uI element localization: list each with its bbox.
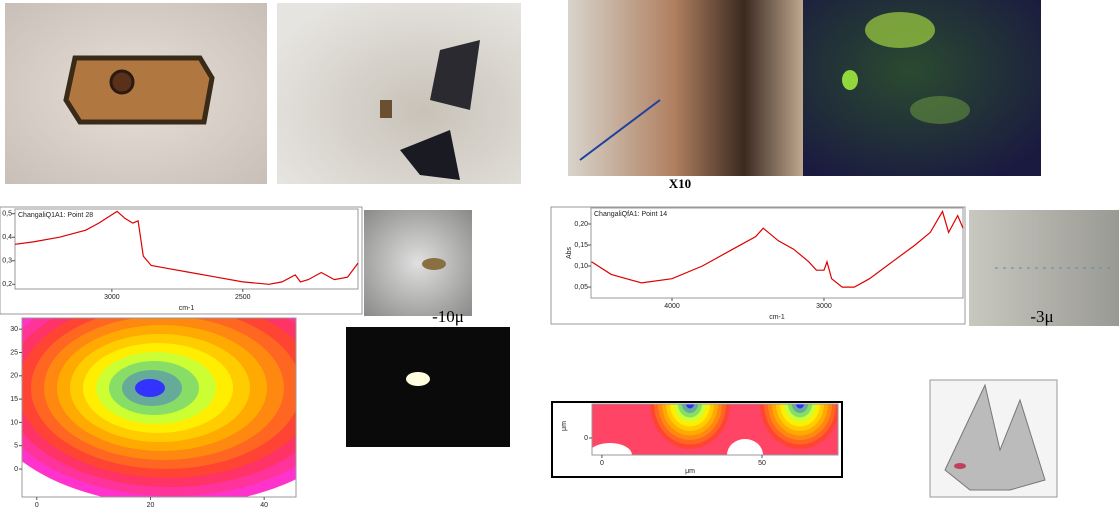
y-tick-label: 5	[14, 443, 18, 450]
y-tick-label: 15	[10, 396, 18, 403]
x-axis-label: μm	[685, 468, 695, 475]
plot-area	[15, 209, 358, 289]
y-tick-label: 0	[14, 466, 18, 473]
x-tick-label: 0	[35, 502, 39, 509]
x-tick-label: 50	[758, 460, 766, 467]
x-axis-label: cm-1	[179, 305, 195, 312]
y-tick-label: 0,2	[2, 281, 12, 288]
scale-label: -3μ	[1030, 307, 1053, 326]
photo	[5, 3, 267, 184]
spectrum-title: ChangaliQ1A1: Point 28	[18, 212, 93, 219]
y-tick-label: 25	[10, 349, 18, 356]
photo	[364, 210, 472, 316]
y-tick-label: 0	[584, 435, 588, 442]
y-tick-label: 20	[10, 373, 18, 380]
magnification-label: X10	[669, 176, 691, 191]
photo	[277, 3, 521, 184]
y-tick-label: 0,10	[574, 263, 588, 270]
photo	[568, 0, 803, 176]
y-tick-label: 0,5	[2, 211, 12, 218]
plot-area	[591, 208, 963, 298]
x-tick-label: 0	[600, 460, 604, 467]
y-tick-label: 0,3	[2, 258, 12, 265]
photo	[803, 0, 1041, 176]
x-tick-label: 4000	[664, 303, 680, 310]
figure: X10 -10μ -3μ ChangaliQ1A1: Point 28 0,5 0,…	[0, 0, 1119, 510]
x-axis-label: cm-1	[769, 314, 785, 321]
x-tick-label: 3000	[104, 294, 120, 301]
y-tick-label: 30	[10, 326, 18, 333]
contour-map	[588, 359, 840, 471]
scale-label: -10μ	[432, 307, 464, 326]
y-tick-label: 0,4	[2, 234, 12, 241]
photo	[346, 327, 510, 447]
y-axis-label: Abs	[566, 246, 573, 259]
x-tick-label: 20	[147, 502, 155, 509]
contour-band	[135, 379, 165, 397]
y-tick-label: 10	[10, 419, 18, 426]
y-tick-label: 0,05	[574, 284, 588, 291]
x-tick-label: 3000	[816, 303, 832, 310]
y-tick-label: 0,15	[574, 242, 588, 249]
x-tick-label: 2500	[235, 294, 251, 301]
x-tick-label: 40	[260, 502, 268, 509]
y-axis-label: μm	[561, 421, 568, 431]
surface-plot	[930, 380, 1057, 497]
y-tick-label: 0,20	[574, 221, 588, 228]
spectrum-title: ChangaliQfA1: Point 14	[594, 211, 667, 218]
